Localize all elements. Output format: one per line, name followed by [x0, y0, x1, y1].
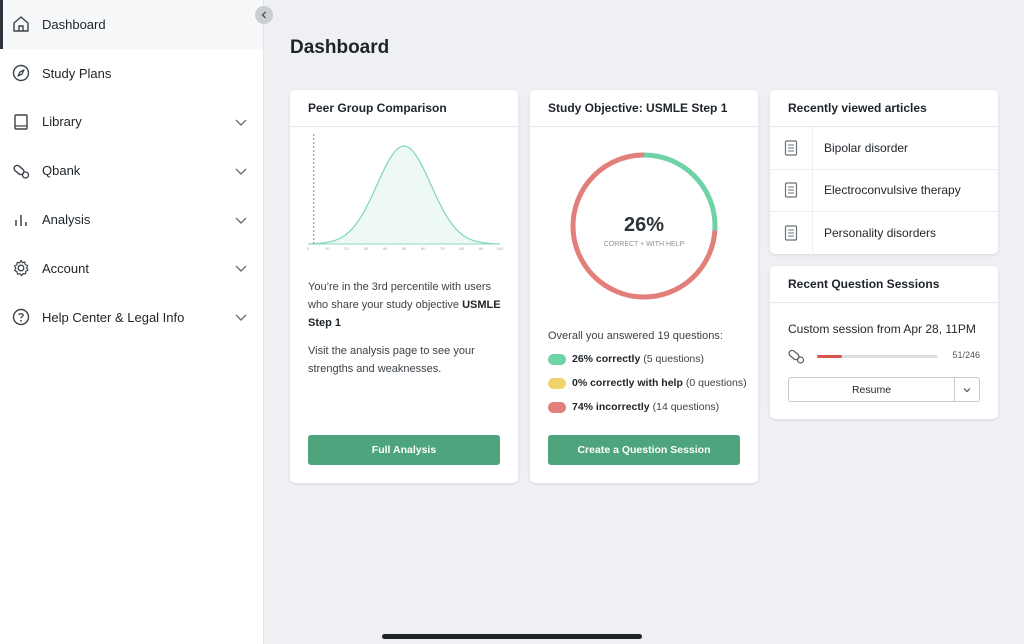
- articles-list: Bipolar disorder Electroconvulsive thera…: [770, 127, 998, 255]
- sidebar-item-label: Study Plans: [42, 65, 112, 81]
- sidebar-item-label: Account: [42, 260, 89, 276]
- sidebar-item-label: Help Center & Legal Info: [42, 309, 185, 325]
- axis-tick-label: 70: [440, 246, 445, 251]
- chevron-down-icon: [963, 387, 971, 392]
- ring-segment-2: [570, 152, 718, 300]
- study-objective-card: Study Objective: USMLE Step 1 26% CORREC…: [530, 90, 758, 483]
- axis-tick-label: 100: [497, 246, 504, 251]
- axis-tick-label: 50: [402, 246, 407, 251]
- session-progress-bar: [817, 355, 938, 358]
- legend-incorrect: 74% incorrectly (14 questions): [548, 401, 719, 413]
- card-title: Recent Question Sessions: [770, 266, 998, 303]
- bar-chart-icon: [15, 214, 27, 226]
- pill-icon: [788, 349, 805, 364]
- axis-tick-label: 80: [459, 246, 464, 251]
- legend-swatch: [548, 401, 566, 413]
- peer-group-card: Peer Group Comparison 0 10 20 30 40 50 60 70 80 9…: [290, 90, 518, 483]
- gear-icon: [13, 260, 29, 277]
- document-icon: [784, 182, 798, 198]
- answered-summary: Overall you answered 19 questions:: [548, 330, 723, 342]
- legend-correct: 26% correctly (5 questions): [548, 353, 704, 365]
- card-title: Recently viewed articles: [770, 90, 998, 127]
- axis-tick-label: 60: [421, 246, 426, 251]
- axis-tick-label: 40: [383, 246, 388, 251]
- compass-icon: [12, 64, 30, 82]
- create-question-session-button[interactable]: Create a Question Session: [548, 435, 740, 465]
- sidebar-item-qbank[interactable]: Qbank: [0, 146, 263, 195]
- article-item[interactable]: Electroconvulsive therapy: [770, 169, 998, 212]
- sidebar-item-help-center[interactable]: Help Center & Legal Info: [0, 293, 263, 342]
- article-title: Bipolar disorder: [824, 140, 909, 155]
- recent-sessions-card: Recent Question Sessions Custom session …: [770, 266, 998, 419]
- recent-articles-card: Recently viewed articles Bipolar disorde…: [770, 90, 998, 255]
- legend-swatch: [548, 377, 566, 389]
- collapse-sidebar-button[interactable]: [255, 6, 273, 24]
- legend-with-help: 0% correctly with help (0 questions): [548, 377, 747, 389]
- session-name: Custom session from Apr 28, 11PM: [788, 322, 976, 336]
- book-icon: [14, 114, 28, 130]
- analysis-hint-text: Visit the analysis page to see your stre…: [308, 345, 475, 375]
- article-title: Electroconvulsive therapy: [824, 183, 961, 198]
- chevron-down-icon[interactable]: [234, 164, 248, 178]
- axis-tick-label: 30: [363, 246, 368, 251]
- sidebar-item-study-plans[interactable]: Study Plans: [0, 49, 263, 98]
- chevron-down-icon[interactable]: [234, 213, 248, 227]
- axis-tick-label: 10: [325, 246, 330, 251]
- home-indicator: [382, 634, 642, 639]
- session-progress-count: 51/246: [952, 350, 980, 360]
- sidebar-item-dashboard[interactable]: Dashboard: [0, 0, 263, 49]
- article-title: Personality disorders: [824, 226, 937, 241]
- chevron-down-icon[interactable]: [234, 310, 248, 324]
- progress-ring: 26% CORRECT + WITH HELP: [570, 152, 718, 300]
- sidebar-item-library[interactable]: Library: [0, 98, 263, 147]
- document-icon: [784, 225, 798, 241]
- document-icon: [784, 140, 798, 156]
- legend-swatch: [548, 353, 566, 365]
- card-title: Peer Group Comparison: [290, 90, 518, 127]
- sidebar-item-account[interactable]: Account: [0, 244, 263, 293]
- sidebar-item-label: Library: [42, 114, 82, 130]
- sidebar: Dashboard Study Plans Library Qbank Anal…: [0, 0, 264, 644]
- percentile-text: You’re in the 3rd percentile with users …: [308, 281, 501, 329]
- question-circle-icon: [12, 308, 30, 326]
- article-item[interactable]: Personality disorders: [770, 212, 998, 255]
- card-title: Study Objective: USMLE Step 1: [530, 90, 758, 127]
- sidebar-item-label: Dashboard: [42, 16, 106, 32]
- ring-percent: 26%: [624, 214, 664, 236]
- axis-tick-label: 90: [479, 246, 484, 251]
- pill-icon: [13, 164, 30, 179]
- sidebar-item-label: Qbank: [42, 163, 81, 179]
- article-item[interactable]: Bipolar disorder: [770, 127, 998, 170]
- sidebar-item-analysis[interactable]: Analysis: [0, 195, 263, 244]
- chevron-left-icon: [261, 11, 266, 19]
- page-title: Dashboard: [290, 37, 390, 58]
- axis-tick-label: 0: [307, 246, 310, 251]
- full-analysis-button[interactable]: Full Analysis: [308, 435, 500, 465]
- chevron-down-icon[interactable]: [234, 115, 248, 129]
- ring-caption: CORRECT + WITH HELP: [604, 241, 685, 248]
- home-icon: [13, 16, 29, 33]
- resume-button-group: Resume: [788, 377, 980, 402]
- session-progress-fill: [817, 355, 843, 358]
- axis-tick-label: 20: [344, 246, 349, 251]
- percentile-distribution-chart: 0 10 20 30 40 50 60 70 80 90 100: [307, 134, 504, 251]
- chevron-down-icon[interactable]: [234, 261, 248, 275]
- distribution-curve: [308, 145, 500, 245]
- resume-options-dropdown[interactable]: [955, 378, 979, 401]
- resume-button[interactable]: Resume: [789, 378, 955, 401]
- distribution-area: [308, 146, 500, 244]
- sidebar-item-label: Analysis: [42, 212, 91, 228]
